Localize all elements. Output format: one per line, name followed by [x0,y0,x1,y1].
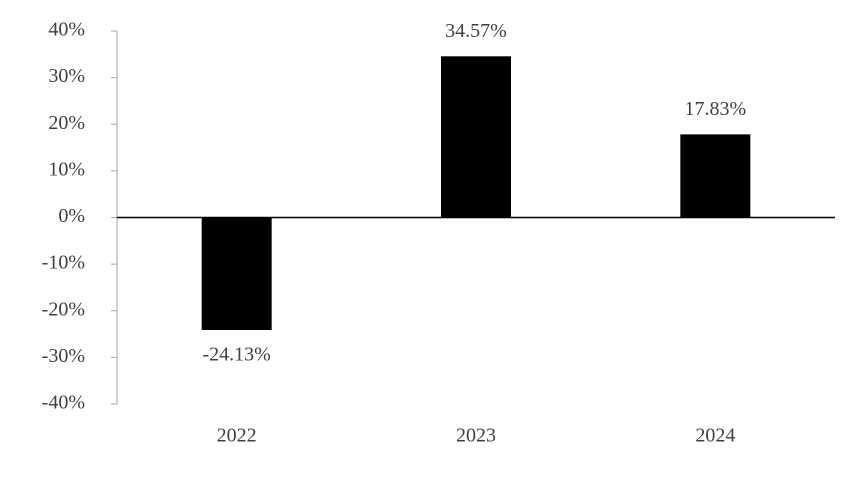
data-label: 34.57% [445,20,507,42]
bar [680,134,751,218]
bar [441,56,511,218]
data-label: -24.13% [203,344,271,366]
y-tick-label: 10% [48,158,85,180]
bar [201,217,272,331]
y-tick-label: -30% [42,345,85,367]
y-tick-label: -20% [42,298,85,320]
y-tick-label: 30% [48,65,85,87]
x-tick-label: 2023 [456,425,496,447]
data-label: 17.83% [684,98,746,120]
x-tick-label: 2024 [695,425,735,447]
y-tick-label: -40% [42,392,85,414]
y-tick-label: 0% [58,205,85,227]
y-tick-label: 40% [48,19,85,41]
y-tick-label: -10% [42,252,85,274]
y-tick-label: 20% [48,112,85,134]
x-tick-label: 2022 [217,425,257,447]
